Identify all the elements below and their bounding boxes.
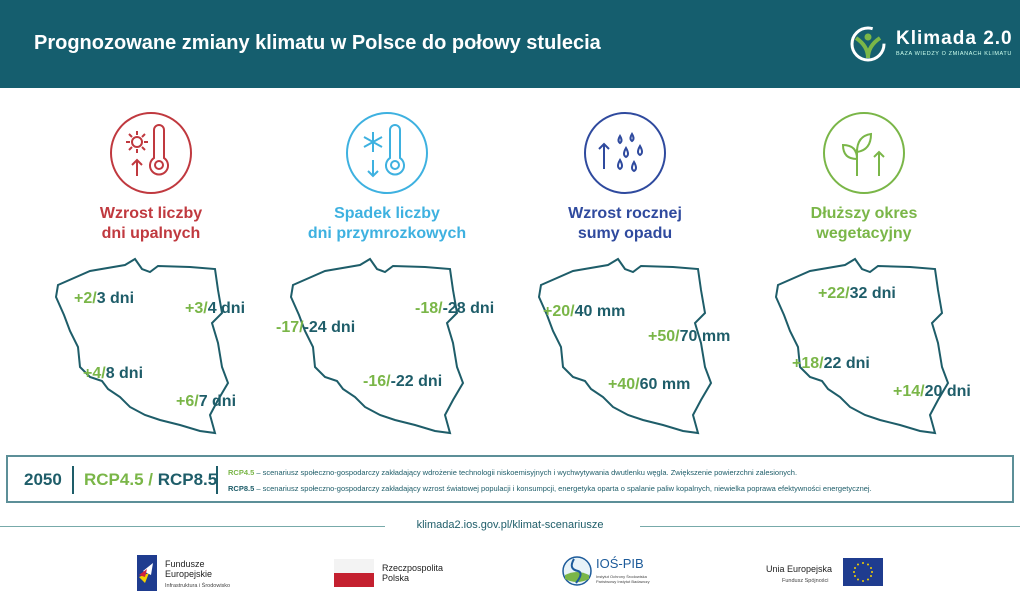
unia-europejska-logo: Unia Europejska Fundusz Spójności bbox=[760, 555, 890, 591]
fe-text: Fundusze bbox=[165, 559, 205, 569]
map-frost-days: -18/-28 dni -17/-24 dni -16/-22 dni bbox=[276, 255, 494, 440]
map-value: +20/40 mm bbox=[543, 303, 626, 320]
category-title-line1: Dłuższy okres bbox=[810, 205, 918, 222]
map-value: +2/3 dni bbox=[74, 290, 135, 307]
map-value: +18/22 dni bbox=[792, 355, 870, 372]
category-precipitation: Wzrost rocznej sumy opadu bbox=[525, 112, 725, 244]
logo-subtitle: BAZA WIEDZY O ZMIANACH KLIMATU bbox=[896, 51, 1012, 57]
rain-drops-up-icon bbox=[584, 112, 666, 194]
divider bbox=[72, 466, 74, 494]
map-value: -18/-28 dni bbox=[415, 300, 495, 317]
category-title-line2: sumy opadu bbox=[577, 225, 673, 242]
category-title-line2: dni upalnych bbox=[101, 225, 201, 242]
map-value: -17/-24 dni bbox=[276, 319, 356, 336]
category-title-line1: Wzrost rocznej bbox=[568, 205, 682, 222]
map-value: +14/20 dni bbox=[893, 383, 971, 400]
legend-year: 2050 bbox=[24, 470, 62, 489]
fe-logo-icon bbox=[137, 555, 157, 591]
category-frost-days: Spadek liczby dni przymrozkowych bbox=[287, 112, 487, 244]
map-value: +22/32 dni bbox=[818, 285, 896, 302]
poland-outline bbox=[775, 258, 949, 434]
poland-outline bbox=[55, 258, 229, 434]
map-vegetation: +22/32 dni +18/22 dni +14/20 dni bbox=[770, 255, 971, 440]
legend-scenarios: RCP4.5 / RCP8.5 bbox=[84, 470, 218, 489]
map-precipitation: +20/40 mm +50/70 mm +40/60 mm bbox=[533, 255, 730, 440]
ios-pib-logo: IOŚ-PIB Instytut Ochrony Środowiska Pańs… bbox=[562, 555, 672, 591]
poland-outline bbox=[538, 258, 712, 434]
map-value: -16/-22 dni bbox=[363, 373, 443, 390]
polish-flag-icon bbox=[334, 559, 374, 587]
rzeczpospolita-polska-logo: Rzeczpospolita Polska bbox=[334, 555, 454, 591]
fundusze-europejskie-logo: Fundusze Europejskie Infrastruktura i Śr… bbox=[137, 555, 257, 591]
rp-text: Polska bbox=[382, 573, 410, 583]
website-link[interactable]: klimada2.ios.gov.pl/klimat-scenariusze bbox=[416, 519, 604, 531]
map-value: +4/8 dni bbox=[83, 365, 144, 382]
ios-text: Państwowy Instytut Badawczy bbox=[596, 579, 650, 584]
fe-text: Infrastruktura i Środowisko bbox=[165, 583, 231, 589]
snowflake-thermometer-down-icon bbox=[346, 112, 428, 194]
map-value: +40/60 mm bbox=[608, 376, 691, 393]
map-value: +50/70 mm bbox=[648, 328, 731, 345]
category-title-line2: dni przymrozkowych bbox=[307, 225, 467, 242]
logo-name: Klimada 2.0 bbox=[896, 28, 1013, 49]
category-title-line2: wegetacyjny bbox=[816, 225, 912, 242]
eu-flag-icon bbox=[843, 558, 883, 586]
ios-logo-icon bbox=[562, 556, 592, 586]
klimada-logo-icon bbox=[850, 26, 886, 62]
map-value: +6/7 dni bbox=[176, 393, 237, 410]
rcp45-description: RCP4.5 – scenariusz społeczno-gospodarcz… bbox=[228, 468, 798, 477]
ios-text: Instytut Ochrony Środowiska bbox=[596, 574, 647, 579]
divider bbox=[0, 526, 385, 527]
category-title-line1: Spadek liczby bbox=[334, 205, 440, 222]
map-hot-days: +2/3 dni +3/4 dni +4/8 dni +6/7 dni bbox=[50, 255, 245, 440]
page-title: Prognozowane zmiany klimatu w Polsce do … bbox=[34, 32, 601, 54]
fe-text: Europejskie bbox=[165, 569, 213, 579]
map-value: +3/4 dni bbox=[185, 300, 246, 317]
rcp85-description: RCP8.5 – scenariusz społeczno-gospodarcz… bbox=[228, 484, 872, 493]
poland-outline bbox=[290, 258, 464, 434]
plant-up-icon bbox=[823, 112, 905, 194]
ios-text: IOŚ-PIB bbox=[596, 556, 644, 571]
ue-text: Fundusz Spójności bbox=[782, 578, 829, 584]
category-vegetation: Dłuższy okres wegetacyjny bbox=[764, 112, 964, 244]
scenario-legend: 2050 RCP4.5 / RCP8.5 RCP4.5 – scenariusz… bbox=[6, 455, 1014, 503]
divider bbox=[216, 466, 218, 494]
sun-thermometer-up-icon bbox=[110, 112, 192, 194]
category-title-line1: Wzrost liczby bbox=[99, 205, 203, 222]
divider bbox=[640, 526, 1020, 527]
klimada-logo[interactable]: Klimada 2.0 BAZA WIEDZY O ZMIANACH KLIMA… bbox=[848, 24, 1018, 64]
category-hot-days: Wzrost liczby dni upalnych bbox=[51, 112, 251, 244]
header: Prognozowane zmiany klimatu w Polsce do … bbox=[0, 0, 1020, 88]
rp-text: Rzeczpospolita bbox=[382, 563, 444, 573]
ue-text: Unia Europejska bbox=[766, 564, 833, 574]
